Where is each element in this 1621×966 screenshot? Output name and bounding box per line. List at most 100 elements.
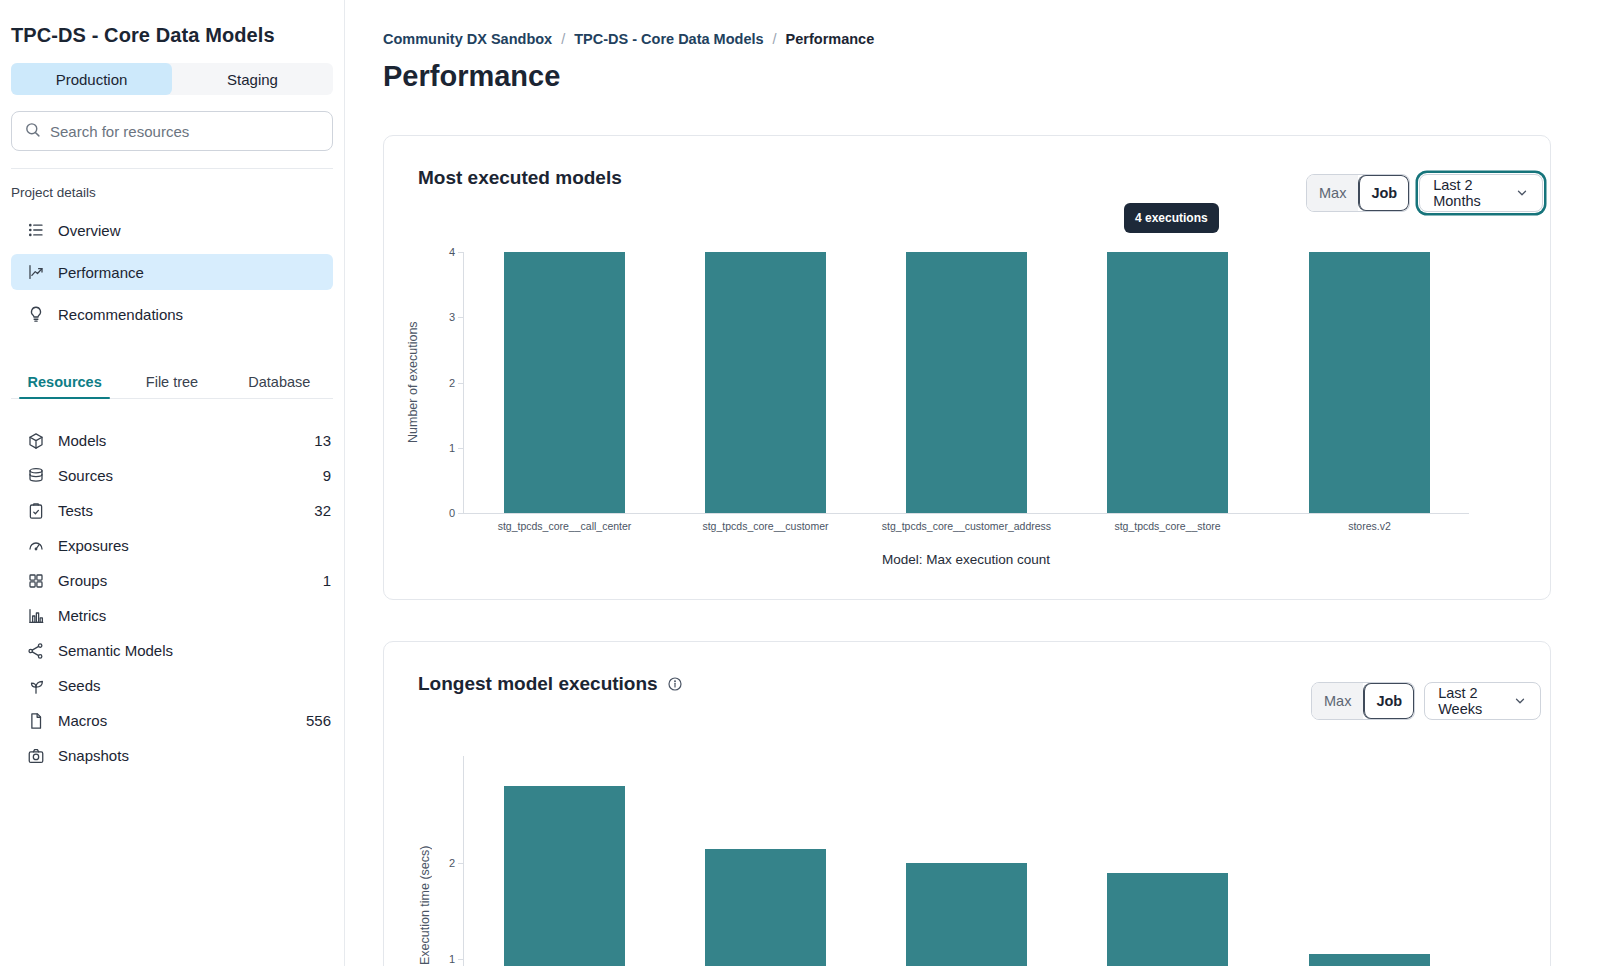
search-input[interactable]: [50, 123, 320, 140]
job-toggle-button[interactable]: Job: [1358, 175, 1409, 211]
resource-label: Groups: [58, 572, 107, 589]
bar-chart-icon: [27, 607, 45, 625]
resource-label: Models: [58, 432, 106, 449]
tab-database[interactable]: Database: [226, 365, 333, 398]
resource-label: Metrics: [58, 607, 106, 624]
camera-icon: [27, 747, 45, 765]
page-title: Performance: [383, 60, 560, 93]
y-tick-mark: [458, 863, 463, 864]
resource-item-semantic-models[interactable]: Semantic Models: [11, 633, 333, 668]
tab-file-tree[interactable]: File tree: [118, 365, 225, 398]
chart2-controls: Max Job Last 2 Weeks: [1311, 682, 1541, 720]
project-nav: Overview Performance Recommendations: [11, 212, 333, 332]
y-tick-mark: [458, 448, 463, 449]
sidebar-divider: [11, 168, 333, 169]
resource-list: Models 13 Sources9Tests32 Exposures Groups 1 M…: [11, 423, 333, 773]
time-range-select[interactable]: Last 2 Weeks: [1424, 682, 1541, 720]
max-toggle-button[interactable]: Max: [1312, 683, 1363, 719]
max-job-toggle: Max Job: [1311, 682, 1415, 720]
y-tick-mark: [458, 959, 463, 960]
y-tick-label: 1: [425, 442, 455, 454]
job-toggle-button[interactable]: Job: [1363, 683, 1414, 719]
most-executed-models-plot: Number of executions Model: Max executio…: [463, 252, 1469, 513]
chart-title: Longest model executions: [418, 673, 683, 695]
longest-model-executions-plot: Execution time (secs) 12: [463, 756, 1469, 966]
bar-stores-v2[interactable]: [1309, 252, 1430, 513]
bar-rank-5[interactable]: [1309, 954, 1430, 966]
resource-label: Seeds: [58, 677, 101, 694]
max-toggle-button[interactable]: Max: [1307, 175, 1358, 211]
sidebar-item-overview[interactable]: Overview: [11, 212, 333, 248]
resource-label: Macros: [58, 712, 107, 729]
y-tick-label: 2: [425, 377, 455, 389]
breadcrumb-item-performance: Performance: [786, 31, 875, 47]
breadcrumb-item-community-dx-sandbox[interactable]: Community DX Sandbox: [383, 31, 552, 47]
clipboard-check-icon: [27, 502, 45, 520]
breadcrumb-separator: /: [773, 31, 777, 47]
chart-title: Most executed models: [418, 167, 622, 189]
resource-item-seeds[interactable]: Seeds: [11, 668, 333, 703]
sidebar-item-performance[interactable]: Performance: [11, 254, 333, 290]
chart-tooltip: 4 executions: [1124, 203, 1219, 233]
env-tab-production[interactable]: Production: [11, 63, 172, 95]
bar-rank-1[interactable]: [504, 786, 625, 966]
y-tick-mark: [458, 252, 463, 253]
sidebar-item-label: Recommendations: [58, 306, 183, 323]
breadcrumb-item-tpc-ds-core-data-models[interactable]: TPC-DS - Core Data Models: [574, 31, 763, 47]
time-range-select[interactable]: Last 2 Months: [1419, 174, 1543, 212]
breadcrumb: Community DX Sandbox / TPC-DS - Core Data …: [383, 31, 874, 47]
y-axis-title: Number of executions: [403, 252, 423, 513]
bar-rank-2[interactable]: [705, 849, 826, 966]
y-tick-label: 0: [425, 507, 455, 519]
env-tab-staging[interactable]: Staging: [172, 63, 333, 95]
resource-count: 13: [314, 432, 331, 449]
resource-item-groups[interactable]: Groups 1: [11, 563, 333, 598]
bar-rank-4[interactable]: [1107, 873, 1228, 966]
resource-count: 1: [323, 572, 331, 589]
main-content: Community DX Sandbox / TPC-DS - Core Data …: [346, 0, 1621, 966]
resource-tabs: ResourcesFile treeDatabase: [11, 365, 333, 399]
y-axis-line: [463, 756, 464, 966]
chevron-down-icon: [1515, 186, 1529, 200]
chart1-controls: Max Job Last 2 Months: [1306, 174, 1543, 212]
resource-count: 556: [306, 712, 331, 729]
grid-icon: [27, 572, 45, 590]
x-tick-label: stores.v2: [1220, 520, 1520, 532]
search-box[interactable]: [11, 111, 333, 151]
most-executed-models-card: Most executed models Max Job Last 2 Mont…: [383, 135, 1551, 600]
bar-rank-3[interactable]: [906, 863, 1027, 966]
project-details-label: Project details: [11, 185, 333, 200]
y-tick-label: 2: [425, 857, 455, 869]
resource-label: Sources: [58, 467, 113, 484]
performance-chart-icon: [27, 263, 45, 281]
search-icon: [24, 121, 41, 142]
y-tick-label: 3: [425, 311, 455, 323]
environment-tabs: ProductionStaging: [11, 63, 333, 95]
document-icon: [27, 712, 45, 730]
resource-item-macros[interactable]: Macros 556: [11, 703, 333, 738]
resource-item-sources[interactable]: Sources9: [11, 458, 333, 493]
info-icon[interactable]: [667, 676, 683, 692]
y-tick-mark: [458, 383, 463, 384]
sidebar: TPC-DS - Core Data Models ProductionStag…: [0, 0, 345, 966]
sidebar-item-label: Performance: [58, 264, 144, 281]
sidebar-item-recommendations[interactable]: Recommendations: [11, 296, 333, 332]
x-axis-title: Model: Max execution count: [463, 552, 1469, 567]
bar-stg-tpcds-core-store[interactable]: [1107, 252, 1228, 513]
bar-stg-tpcds-core-call-center[interactable]: [504, 252, 625, 513]
y-axis-line: [463, 252, 464, 513]
resource-label: Semantic Models: [58, 642, 173, 659]
resource-item-exposures[interactable]: Exposures: [11, 528, 333, 563]
x-axis-line: [463, 513, 1469, 514]
resource-label: Exposures: [58, 537, 129, 554]
semantic-graph-icon: [27, 642, 45, 660]
seed-icon: [27, 677, 45, 695]
tab-resources[interactable]: Resources: [11, 365, 118, 398]
resource-item-models[interactable]: Models 13: [11, 423, 333, 458]
resource-item-snapshots[interactable]: Snapshots: [11, 738, 333, 773]
bar-stg-tpcds-core-customer-address[interactable]: [906, 252, 1027, 513]
resource-item-tests[interactable]: Tests32: [11, 493, 333, 528]
y-tick-label: 4: [425, 246, 455, 258]
resource-item-metrics[interactable]: Metrics: [11, 598, 333, 633]
bar-stg-tpcds-core-customer[interactable]: [705, 252, 826, 513]
